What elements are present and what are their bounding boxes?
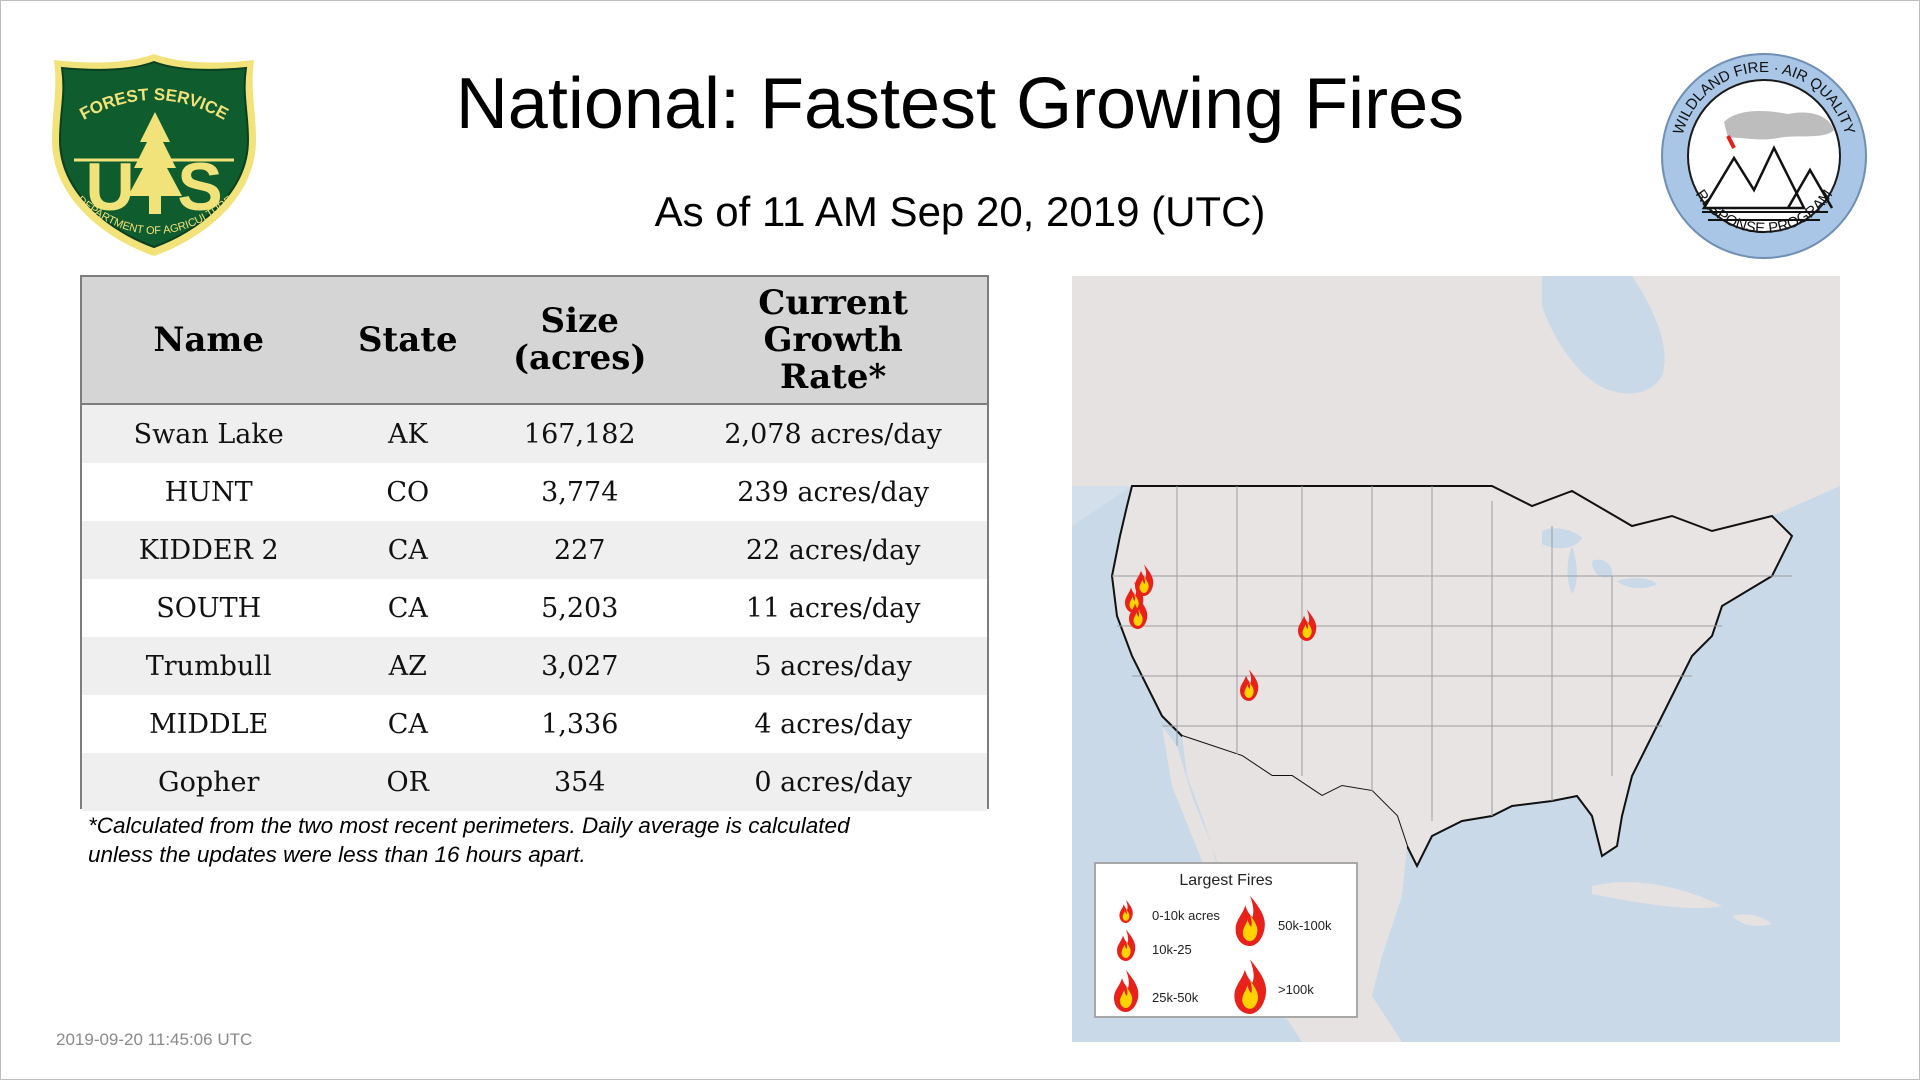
table-row: Trumbull AZ 3,027 5 acres/day	[82, 637, 987, 695]
legend-label-1: 10k-25	[1152, 942, 1192, 957]
map-svg	[1072, 276, 1840, 1042]
cell-state: CO	[335, 463, 481, 521]
cell-growth: 11 acres/day	[679, 579, 987, 637]
column-header-state: State	[335, 277, 481, 405]
table-header-row: Name State Size (acres) Current Growth R…	[82, 277, 987, 405]
cell-growth: 239 acres/day	[679, 463, 987, 521]
legend-title: Largest Fires	[1179, 872, 1273, 889]
cell-size: 3,027	[480, 637, 680, 695]
cell-growth: 4 acres/day	[679, 695, 987, 753]
cell-size: 354	[480, 753, 680, 811]
cell-name: Gopher	[82, 753, 336, 811]
cell-size: 227	[480, 521, 680, 579]
svg-text:S: S	[177, 149, 222, 225]
table-row: Gopher OR 354 0 acres/day	[82, 753, 987, 811]
cell-growth: 2,078 acres/day	[679, 404, 987, 463]
fire-xlarge-icon	[1235, 895, 1265, 946]
cell-name: MIDDLE	[82, 695, 336, 753]
cell-state: OR	[335, 753, 481, 811]
legend-label-2: 25k-50k	[1152, 990, 1199, 1005]
cell-name: SOUTH	[82, 579, 336, 637]
fires-table: Name State Size (acres) Current Growth R…	[80, 275, 989, 811]
fire-large-icon	[1114, 970, 1139, 1012]
wildland-fire-logo: WILDLAND FIRE · AIR QUALITY RESPONSE PRO…	[1661, 53, 1867, 259]
cell-size: 167,182	[480, 404, 680, 463]
legend-icons	[1114, 895, 1267, 1014]
cell-state: CA	[335, 521, 481, 579]
table-row: HUNT CO 3,774 239 acres/day	[82, 463, 987, 521]
column-header-size: Size (acres)	[480, 277, 680, 405]
legend-label-4: >100k	[1278, 982, 1314, 997]
fire-small-icon	[1119, 899, 1133, 923]
column-header-name: Name	[82, 277, 336, 405]
fire-medium-icon	[1117, 929, 1136, 961]
cell-growth: 22 acres/day	[679, 521, 987, 579]
cell-size: 1,336	[480, 695, 680, 753]
table-row: Swan Lake AK 167,182 2,078 acres/day	[82, 404, 987, 463]
legend-label-0: 0-10k acres	[1152, 908, 1220, 923]
cell-size: 5,203	[480, 579, 680, 637]
cell-state: CA	[335, 579, 481, 637]
cell-name: KIDDER 2	[82, 521, 336, 579]
cell-name: HUNT	[82, 463, 336, 521]
page-title: National: Fastest Growing Fires	[455, 64, 1465, 144]
map-legend: Largest Fires 0-10k acres 10k-25 25k-50k…	[1094, 862, 1358, 1018]
table-row: KIDDER 2 CA 227 22 acres/day	[82, 521, 987, 579]
cell-name: Swan Lake	[82, 404, 336, 463]
cell-state: AZ	[335, 637, 481, 695]
footnote: *Calculated from the two most recent per…	[88, 813, 850, 867]
cell-state: AK	[335, 404, 481, 463]
pine-tree-icon	[128, 112, 182, 214]
page-subtitle: As of 11 AM Sep 20, 2019 (UTC)	[654, 188, 1266, 235]
forest-service-logo: FOREST SERVICE U S DEPARTMENT OF AGRICUL…	[52, 54, 256, 256]
timestamp: 2019-09-20 11:45:06 UTC	[56, 1030, 253, 1049]
table-row: MIDDLE CA 1,336 4 acres/day	[82, 695, 987, 753]
fire-xxlarge-icon	[1234, 959, 1267, 1014]
mountain-icon	[1701, 145, 1807, 210]
table-row: SOUTH CA 5,203 11 acres/day	[82, 579, 987, 637]
column-header-growth-rate: Current Growth Rate*	[679, 277, 987, 405]
cell-size: 3,774	[480, 463, 680, 521]
cell-state: CA	[335, 695, 481, 753]
legend-label-3: 50k-100k	[1278, 918, 1332, 933]
hudson-bay	[1542, 276, 1665, 394]
svg-text:U: U	[85, 149, 134, 225]
cell-name: Trumbull	[82, 637, 336, 695]
smoke-icon	[1724, 111, 1834, 140]
cell-growth: 0 acres/day	[679, 753, 987, 811]
cell-growth: 5 acres/day	[679, 637, 987, 695]
